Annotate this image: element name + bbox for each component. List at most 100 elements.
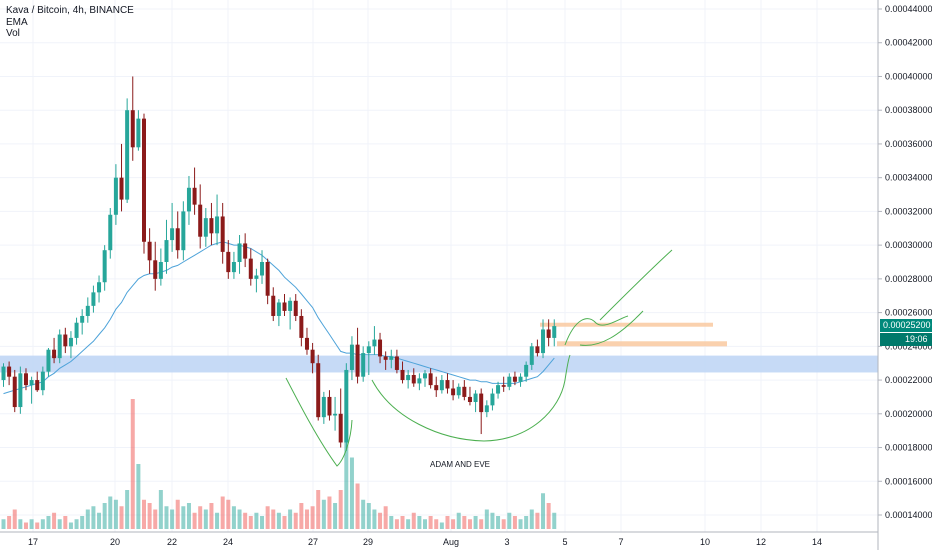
candle[interactable] [231,251,236,279]
candle[interactable] [226,240,231,279]
candle[interactable] [220,202,225,264]
candle[interactable] [327,390,332,421]
candle[interactable] [23,368,28,391]
projection-line-1[interactable] [564,310,644,346]
candle[interactable] [260,250,265,284]
candle[interactable] [282,294,287,316]
candle[interactable] [484,400,489,418]
candle[interactable] [153,241,158,291]
candle[interactable] [209,202,214,246]
candle[interactable] [243,233,248,268]
candle[interactable] [29,376,34,404]
candle[interactable] [52,337,57,364]
candle[interactable] [136,110,141,151]
resistance-lower-zone[interactable] [557,341,727,347]
candle[interactable] [108,208,113,259]
candle[interactable] [456,383,461,399]
candle[interactable] [349,336,354,381]
candle[interactable] [304,327,309,355]
candle[interactable] [1,363,6,387]
candle[interactable] [423,369,427,387]
candle[interactable] [142,113,146,254]
candle[interactable] [338,388,343,448]
candle[interactable] [445,373,450,394]
symbol-label[interactable]: Kava / Bitcoin, 4h, BINANCE [6,5,134,16]
candle[interactable] [119,143,124,212]
candle[interactable] [113,164,118,225]
candle[interactable] [12,369,17,413]
price-axis[interactable]: 0.00014000 0.00016000 0.00018000 0.00020000… [878,4,932,520]
candle[interactable] [18,366,23,414]
candle[interactable] [85,297,90,323]
candle[interactable] [80,309,85,335]
candle[interactable] [181,201,186,261]
candle[interactable] [198,184,203,249]
candle[interactable] [467,386,472,406]
candle[interactable] [40,366,45,396]
time-axis[interactable]: 17 20 22 24 27 29 Aug 3 5 7 10 12 14 [28,537,822,547]
candle[interactable] [524,361,529,382]
candle[interactable] [501,376,506,392]
candle[interactable] [400,361,405,384]
candle[interactable] [215,194,220,246]
candle[interactable] [316,354,321,421]
candle[interactable] [125,98,130,203]
candle[interactable] [366,341,371,376]
support-zone[interactable] [0,355,878,373]
candle[interactable] [265,258,270,305]
candle[interactable] [186,175,191,225]
candle[interactable] [203,208,208,247]
candle[interactable] [192,167,197,215]
candle[interactable] [378,332,383,364]
candle[interactable] [130,76,135,161]
candle[interactable] [254,268,259,293]
candle[interactable] [46,348,51,377]
candle[interactable] [293,294,298,322]
candle[interactable] [512,371,517,386]
candle[interactable] [321,391,326,424]
candle[interactable] [383,351,388,370]
candle[interactable] [496,381,501,399]
candle[interactable] [248,248,253,286]
candle[interactable] [344,363,349,451]
candle[interactable] [372,326,377,355]
ema-legend-label[interactable]: EMA [6,16,28,28]
candle[interactable] [428,368,433,389]
candle[interactable] [271,287,276,322]
adam-line[interactable] [285,377,353,467]
candle[interactable] [462,380,467,401]
candle[interactable] [394,349,399,374]
candle[interactable] [417,373,422,391]
candle[interactable] [552,319,557,347]
candle[interactable] [299,309,304,347]
candle[interactable] [175,211,180,259]
candle[interactable] [535,339,540,357]
candle[interactable] [237,235,242,274]
candle[interactable] [529,342,534,370]
candle[interactable] [406,369,411,389]
eve-curve[interactable] [371,354,571,442]
candle[interactable] [439,375,444,394]
candle[interactable] [389,349,394,369]
candle[interactable] [546,319,551,347]
candle[interactable] [102,245,107,291]
candle[interactable] [479,388,484,435]
candle[interactable] [7,361,12,386]
candle[interactable] [68,331,73,359]
candle[interactable] [541,319,546,359]
resistance-upper-zone[interactable] [540,322,713,327]
candle[interactable] [310,342,315,374]
candle[interactable] [276,299,281,327]
candle[interactable] [411,368,416,387]
candle[interactable] [451,380,456,401]
candle[interactable] [333,396,338,431]
candle[interactable] [158,248,163,286]
candle[interactable] [164,219,169,274]
candle[interactable] [147,228,152,274]
candle[interactable] [35,371,40,392]
candle[interactable] [57,329,62,364]
candle[interactable] [507,373,512,391]
candle[interactable] [518,373,523,387]
candle[interactable] [355,327,360,384]
